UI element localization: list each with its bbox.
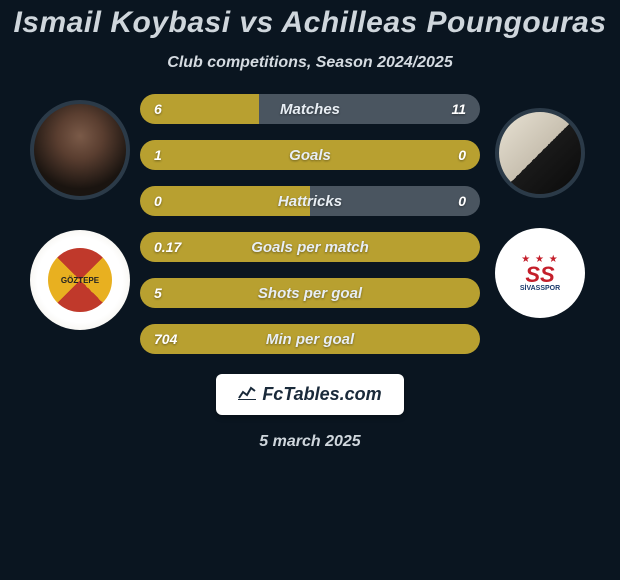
player2-club-badge: ★ ★ ★ SS SİVASSPOR xyxy=(495,228,585,318)
chart-icon xyxy=(238,384,256,405)
stat-label: Hattricks xyxy=(140,193,480,210)
stat-bars: 6Matches111Goals00Hattricks00.17Goals pe… xyxy=(140,94,480,354)
page-subtitle: Club competitions, Season 2024/2025 xyxy=(167,54,452,72)
stat-label: Shots per goal xyxy=(140,285,480,302)
stat-label: Goals xyxy=(140,147,480,164)
comparison-panel: GÖZTEPE 6Matches111Goals00Hattricks00.17… xyxy=(0,94,620,354)
stat-row: 1Goals0 xyxy=(140,140,480,170)
stat-label: Matches xyxy=(140,101,480,118)
player2-avatar xyxy=(495,108,585,198)
page-title: Ismail Koybasi vs Achilleas Poungouras xyxy=(13,6,606,40)
stat-value-right: 0 xyxy=(458,193,466,209)
stat-row: 0Hattricks0 xyxy=(140,186,480,216)
stat-label: Goals per match xyxy=(140,239,480,256)
brand-badge: FcTables.com xyxy=(216,374,403,415)
stat-label: Min per goal xyxy=(140,331,480,348)
goztepe-crest-icon: GÖZTEPE xyxy=(48,248,112,312)
stat-value-right: 0 xyxy=(458,147,466,163)
player1-club-badge: GÖZTEPE xyxy=(30,230,130,330)
player1-column: GÖZTEPE xyxy=(20,94,140,330)
stat-row: 6Matches11 xyxy=(140,94,480,124)
stat-value-right: 11 xyxy=(451,101,466,117)
sivasspor-crest-icon: ★ ★ ★ SS SİVASSPOR xyxy=(510,243,570,303)
player1-avatar xyxy=(30,100,130,200)
stat-row: 5Shots per goal xyxy=(140,278,480,308)
generated-date: 5 march 2025 xyxy=(259,433,360,451)
player2-column: ★ ★ ★ SS SİVASSPOR xyxy=(480,94,600,318)
stat-row: 704Min per goal xyxy=(140,324,480,354)
stat-row: 0.17Goals per match xyxy=(140,232,480,262)
brand-text: FcTables.com xyxy=(262,384,381,405)
